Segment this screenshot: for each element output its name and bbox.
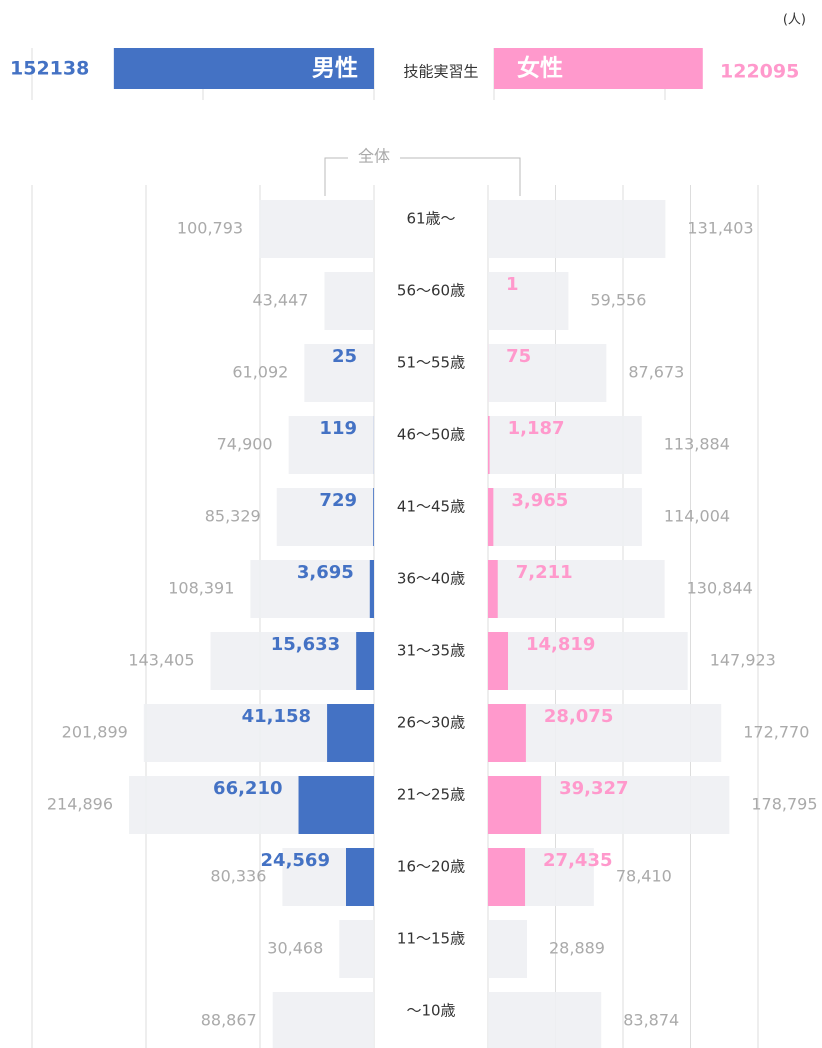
total-bar-female	[488, 920, 528, 978]
category-label: 16〜20歳	[397, 858, 465, 876]
trainee-bar-male	[356, 632, 374, 690]
total-label-male: 30,468	[267, 939, 323, 958]
trainee-label-female: 28,075	[544, 706, 613, 727]
total-bar-female	[488, 488, 642, 546]
trainee-label-female: 75	[506, 346, 531, 367]
trainee-label-male: 15,633	[271, 634, 340, 655]
total-label-female: 178,795	[751, 795, 817, 814]
total-label-male: 214,896	[47, 795, 113, 814]
category-label: 51〜55歳	[397, 354, 465, 372]
total-bar-female	[488, 992, 602, 1048]
trainee-bar-female	[488, 488, 494, 546]
total-label-female: 83,874	[623, 1011, 679, 1030]
total-label-female: 78,410	[616, 867, 672, 886]
total-label-female: 28,889	[549, 939, 605, 958]
total-label-male: 108,391	[168, 579, 234, 598]
total-label-female: 59,556	[590, 291, 646, 310]
trainee-label-female: 1,187	[508, 418, 565, 439]
category-label: 26〜30歳	[397, 714, 465, 732]
total-label: 全体	[358, 147, 390, 166]
category-label: 21〜25歳	[397, 786, 465, 804]
category-label: 41〜45歳	[397, 498, 465, 516]
total-label-male: 88,867	[201, 1011, 257, 1030]
trainee-label-female: 3,965	[511, 490, 568, 511]
category-label: 11〜15歳	[397, 930, 465, 948]
total-bar-male	[324, 272, 374, 330]
summary-male-name: 男性	[312, 56, 358, 82]
category-label: 56〜60歳	[397, 282, 465, 300]
total-label-male: 85,329	[205, 507, 261, 526]
trainee-bar-male	[298, 776, 374, 834]
total-bar-male	[339, 920, 374, 978]
trainee-label-male: 25	[332, 346, 357, 367]
total-bar-male	[288, 416, 374, 474]
total-bar-female	[488, 200, 666, 258]
trainee-label-male: 729	[319, 490, 357, 511]
trainee-label-male: 3,695	[297, 562, 354, 583]
trainee-bar-female	[488, 776, 542, 834]
total-label-male: 61,092	[232, 363, 288, 382]
total-label-female: 130,844	[687, 579, 753, 598]
category-label: 31〜35歳	[397, 642, 465, 660]
trainee-bar-male	[345, 848, 374, 906]
unit: (人)	[783, 13, 806, 28]
trainee-label-female: 1	[506, 274, 519, 295]
total-label-male: 143,405	[128, 651, 194, 670]
trainee-bar-female	[488, 632, 509, 690]
summary-female-name: 女性	[517, 55, 563, 82]
trainee-label-female: 39,327	[559, 778, 628, 799]
trainee-bar-male	[327, 704, 374, 762]
trainee-bar-female	[488, 704, 526, 762]
trainee-label-female: 27,435	[543, 850, 612, 871]
summary-label: 技能実習生	[403, 63, 478, 81]
bracket-right	[400, 157, 521, 196]
category-label: 61歳〜	[406, 210, 455, 228]
total-bar-male	[210, 632, 374, 690]
total-bar-female	[488, 416, 642, 474]
bracket-left	[324, 157, 348, 196]
summary-female-value: 122095	[720, 61, 799, 83]
trainee-label-female: 7,211	[516, 562, 573, 583]
trainee-bar-male	[369, 560, 374, 618]
trainee-label-male: 119	[319, 418, 357, 439]
total-bar-female	[488, 344, 607, 402]
total-label-female: 147,923	[710, 651, 776, 670]
trainee-label-male: 66,210	[213, 778, 282, 799]
total-label-male: 201,899	[62, 723, 128, 742]
trainee-bar-female	[488, 848, 526, 906]
total-bar-female	[488, 272, 569, 330]
summary-bar-male	[113, 48, 374, 89]
total-bar-male	[259, 200, 374, 258]
total-bar-male	[272, 992, 374, 1048]
total-bar-male	[276, 488, 374, 546]
total-bar-male	[250, 560, 374, 618]
total-label-female: 172,770	[743, 723, 809, 742]
summary-bar-female	[494, 48, 703, 89]
trainee-bar-male	[373, 488, 374, 546]
trainee-bar-female	[488, 416, 490, 474]
total-bar-female	[488, 632, 688, 690]
total-label-female: 87,673	[628, 363, 684, 382]
trainee-label-male: 41,158	[242, 706, 311, 727]
total-label-male: 43,447	[252, 291, 308, 310]
total-label-male: 80,336	[210, 867, 266, 886]
category-label: 36〜40歳	[397, 570, 465, 588]
category-label: 46〜50歳	[397, 426, 465, 444]
total-bracket	[324, 157, 521, 196]
total-label-female: 113,884	[664, 435, 730, 454]
trainee-bar-female	[488, 560, 498, 618]
total-bar-male	[304, 344, 374, 402]
trainee-label-female: 14,819	[526, 634, 595, 655]
trainee-label-male: 24,569	[261, 850, 330, 871]
category-label: 〜10歳	[406, 1002, 455, 1020]
total-label-female: 131,403	[687, 219, 753, 238]
total-label-male: 74,900	[217, 435, 273, 454]
total-bar-female	[488, 704, 722, 762]
total-label-female: 114,004	[664, 507, 730, 526]
total-bar-female	[488, 560, 665, 618]
summary-male-value: 152138	[10, 58, 89, 80]
total-label-male: 100,793	[177, 219, 243, 238]
